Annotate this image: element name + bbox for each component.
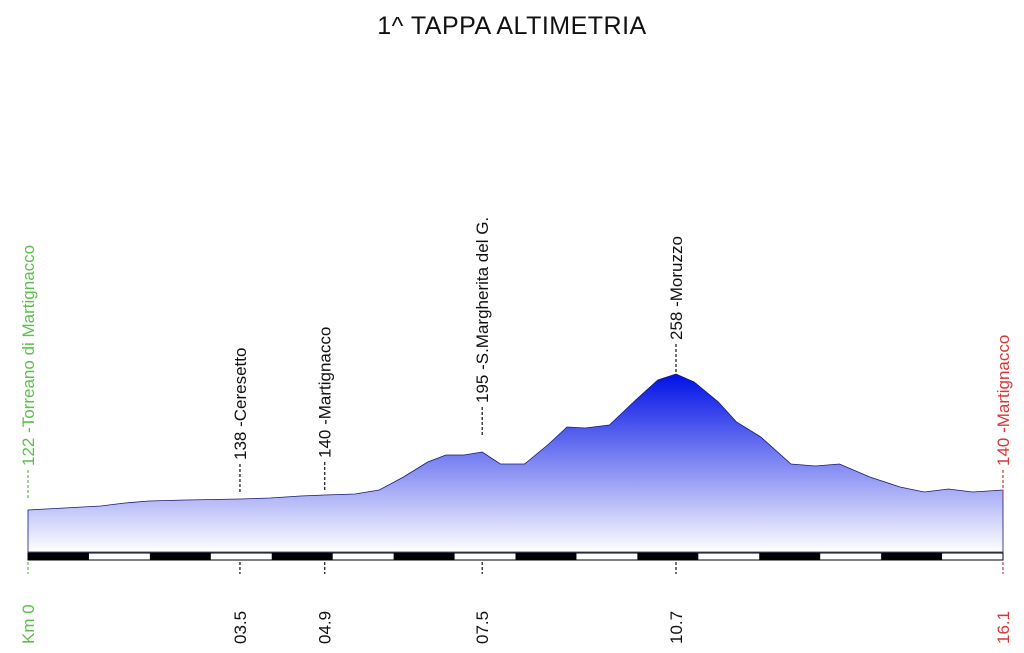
km-label: Km 0 <box>19 604 38 644</box>
km-scale-segment <box>515 553 577 560</box>
km-label: 07.5 <box>473 611 492 644</box>
km-scale-segment <box>759 553 821 560</box>
km-label: 04.9 <box>316 611 335 644</box>
km-scale-segment <box>637 553 699 560</box>
km-label: 03.5 <box>231 611 250 644</box>
chart-title: 1^ TAPPA ALTIMETRIA <box>377 12 647 40</box>
km-scale-segment <box>28 553 89 560</box>
km-scale-segment <box>393 553 455 560</box>
waypoint-name-label: 140 -Martignacco <box>994 335 1013 466</box>
km-scale-segment <box>271 553 333 560</box>
elevation-area <box>27 373 1004 553</box>
waypoint-name-label: 258 -Moruzzo <box>667 236 686 340</box>
km-scale-segment <box>881 553 943 560</box>
km-label: 16.1 <box>994 611 1013 644</box>
waypoint-name-label: 140 -Martignacco <box>316 327 335 458</box>
km-label: 10.7 <box>667 611 686 644</box>
km-scale-segment <box>149 553 211 560</box>
waypoint-name-label: 138 -Ceresetto <box>231 348 250 460</box>
waypoint-name-label: 195 -S.Margherita del G. <box>473 217 492 403</box>
waypoint-name-label: 122 -Torreano di Martignacco <box>19 245 38 466</box>
